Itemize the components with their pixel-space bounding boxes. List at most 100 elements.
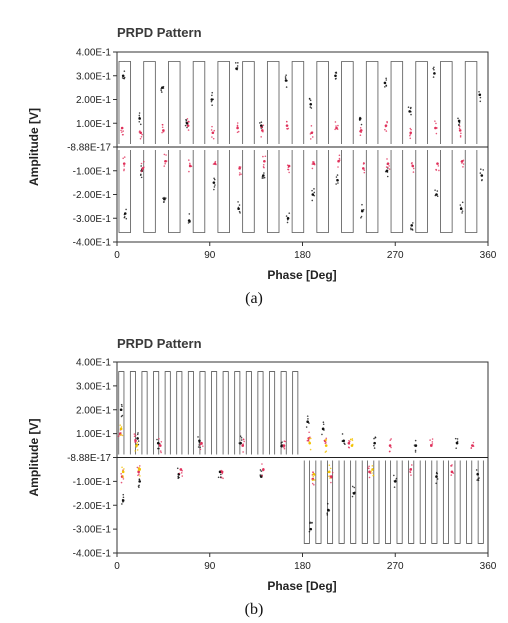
data-point [121, 133, 124, 136]
data-point [242, 438, 245, 441]
data-point [326, 514, 329, 516]
data-point [311, 193, 315, 196]
data-point [138, 114, 141, 117]
data-point [263, 172, 265, 174]
chart-panel-a: PRPD Pattern 4.00E-1 3.00E-1 2.00E-1 1.00E-1… [27, 25, 497, 307]
data-point [410, 162, 413, 165]
data-point [461, 201, 464, 204]
data-point [188, 221, 191, 224]
data-point [412, 222, 414, 224]
data-point [123, 77, 125, 80]
data-point [359, 116, 361, 119]
data-point [314, 474, 316, 476]
data-point [371, 468, 374, 471]
data-point [482, 169, 485, 171]
data-point [410, 224, 414, 227]
data-point [433, 66, 435, 69]
data-point [162, 130, 165, 133]
data-point [163, 153, 166, 156]
data-point [436, 127, 438, 129]
data-point [239, 172, 241, 174]
data-point [197, 436, 199, 438]
data-point [410, 106, 412, 109]
data-point [367, 467, 369, 469]
data-point [395, 477, 398, 480]
data-point [117, 435, 120, 438]
data-point [188, 170, 190, 173]
data-point [123, 165, 126, 167]
y-tick-label: -8.88E-17 [67, 453, 111, 464]
data-point [347, 446, 350, 449]
data-point [450, 464, 452, 467]
data-point [176, 467, 179, 470]
data-point [283, 445, 286, 447]
y-tick-label: 3.00E-1 [76, 381, 111, 392]
data-point [478, 90, 480, 93]
data-point [260, 126, 262, 129]
data-point [188, 213, 191, 215]
data-point [137, 443, 140, 446]
data-point [122, 130, 124, 132]
data-point [260, 470, 263, 472]
data-point [139, 475, 141, 477]
data-point [177, 475, 179, 478]
y-tick-label: 3.00E-1 [76, 71, 111, 82]
data-point [368, 476, 371, 479]
data-point [121, 414, 124, 417]
data-point [360, 215, 363, 218]
data-point [240, 173, 242, 176]
data-point [479, 96, 482, 99]
data-point [435, 482, 437, 485]
data-point [121, 434, 124, 437]
data-point [163, 197, 166, 201]
data-point [360, 123, 363, 126]
data-point [136, 433, 139, 436]
data-point [142, 160, 145, 163]
data-point [477, 479, 480, 482]
data-point [351, 438, 354, 440]
data-point [337, 182, 339, 184]
data-point [348, 443, 350, 445]
data-point [369, 472, 372, 474]
data-point [263, 166, 265, 169]
data-point [211, 91, 214, 94]
data-point [284, 77, 287, 80]
data-point [459, 134, 462, 137]
data-point [344, 443, 346, 446]
data-point [472, 441, 475, 444]
data-point [309, 99, 312, 102]
data-point [327, 471, 329, 474]
data-point [236, 131, 239, 134]
data-point [335, 176, 338, 178]
y-tick-label: 4.00E-1 [76, 358, 111, 369]
data-point [259, 475, 262, 478]
data-point [308, 441, 311, 443]
data-point [260, 136, 262, 138]
data-point [139, 137, 142, 140]
data-point [385, 79, 388, 81]
data-point [137, 470, 140, 474]
data-point [360, 216, 362, 219]
data-point [220, 469, 222, 472]
data-point [351, 439, 354, 442]
data-point [434, 194, 437, 197]
data-point [341, 440, 344, 443]
data-point [122, 478, 125, 480]
data-point [285, 86, 288, 88]
data-point [385, 84, 387, 87]
data-point [134, 438, 136, 441]
data-point [199, 448, 202, 451]
data-point [412, 171, 415, 173]
data-point [433, 69, 435, 71]
data-point [335, 77, 337, 80]
data-point [119, 424, 122, 426]
data-point [140, 176, 143, 179]
data-point [122, 493, 125, 496]
data-point [136, 443, 139, 446]
data-point [351, 495, 354, 498]
data-point [285, 120, 288, 123]
data-point [373, 447, 376, 449]
data-point [138, 112, 141, 114]
data-point [310, 437, 312, 440]
data-point [389, 439, 392, 441]
